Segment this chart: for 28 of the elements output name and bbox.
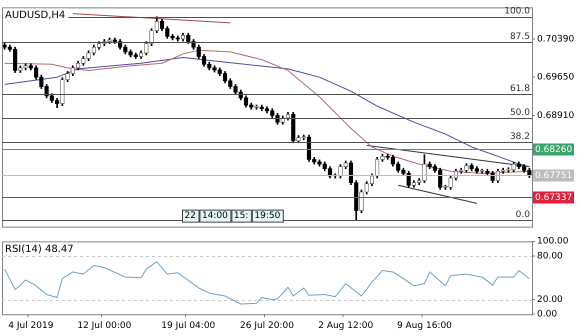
annotation: 100.0 [504, 6, 530, 16]
y-tick-label: 20.00 [537, 294, 564, 305]
chart-title: RSI(14) 48.47 [5, 244, 74, 255]
annotation: 61.8 [510, 84, 530, 94]
annotation: 15: [234, 210, 248, 221]
y-tick-label: 0.68910 [537, 110, 574, 121]
annotation: 87.5 [510, 32, 530, 42]
x-tick-label: 19 Jul 04:00 [161, 320, 216, 331]
annotation: 19:50 [254, 210, 281, 221]
y-tick-label: 0.70390 [537, 34, 574, 44]
x-tick-label: 2 Aug 12:00 [318, 320, 374, 331]
ref-line-label: 0.67751 [535, 170, 572, 181]
x-tick-label: 4 Jul 2019 [8, 320, 54, 331]
x-tick-label: 12 Jul 00:00 [77, 320, 132, 331]
annotation: 22 [184, 210, 196, 221]
annotation: 38.2 [510, 132, 530, 142]
annotation: 0.0 [516, 210, 530, 220]
y-tick-label: 0.69650 [537, 72, 574, 83]
y-tick-label: 100.00 [537, 236, 569, 247]
y-tick-label: 0.00 [537, 310, 558, 320]
x-tick-label: 26 Jul 20:00 [240, 320, 294, 331]
chart-title: AUDUSD,H4 [5, 10, 66, 21]
annotation: 14:00 [202, 210, 228, 221]
x-tick-label: 9 Aug 16:00 [396, 320, 452, 331]
ref-line-label: 0.67337 [535, 192, 572, 203]
ref-line-label: 0.68260 [535, 144, 572, 155]
annotation: 50.0 [510, 108, 530, 118]
y-tick-label: 80.00 [537, 251, 564, 262]
